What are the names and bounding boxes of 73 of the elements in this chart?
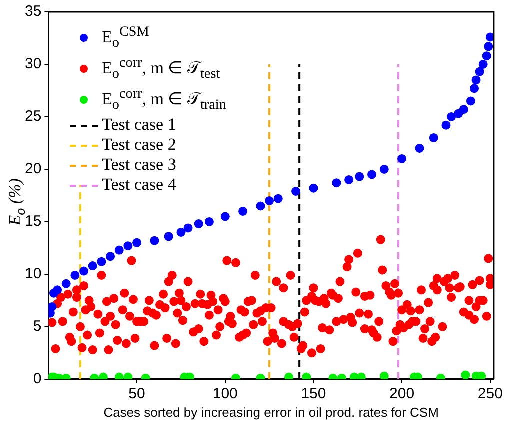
point <box>292 187 301 196</box>
point <box>256 202 266 211</box>
point <box>97 257 106 266</box>
point <box>194 220 204 229</box>
point <box>284 372 294 380</box>
point <box>459 105 468 114</box>
point <box>106 252 116 262</box>
point <box>98 372 108 380</box>
x-tick-label: 50 <box>128 386 146 403</box>
point <box>265 196 274 206</box>
point <box>429 133 438 142</box>
point <box>466 96 476 106</box>
point <box>332 178 342 188</box>
point <box>88 262 98 271</box>
point <box>475 67 484 76</box>
x-tick-label: 150 <box>301 386 326 403</box>
legend-label: Test case 1 <box>102 115 176 136</box>
point <box>472 76 481 85</box>
y-tick-label: 35 <box>24 3 42 20</box>
point <box>368 170 377 180</box>
y-tick-label: 0 <box>33 370 42 388</box>
legend-label: Test case 3 <box>102 155 176 176</box>
point <box>220 212 230 222</box>
point <box>484 42 494 52</box>
point <box>164 232 174 242</box>
legend-label: E$_{o}$$^{corr}$, m ∈ 𝒯$_{test}$ <box>102 54 220 84</box>
legend-label: Test case 2 <box>102 135 176 156</box>
y-tick-label: 25 <box>24 108 42 126</box>
point <box>309 184 318 193</box>
point <box>238 206 248 216</box>
point <box>470 84 480 94</box>
point <box>356 372 366 380</box>
point <box>124 242 133 251</box>
y-tick-label: 5 <box>33 318 42 336</box>
point <box>80 266 89 276</box>
point <box>461 370 470 380</box>
point <box>380 164 389 174</box>
point <box>477 372 486 380</box>
point <box>442 120 451 130</box>
point <box>274 194 283 204</box>
point <box>150 236 160 246</box>
point <box>415 144 424 153</box>
point <box>486 32 494 42</box>
point <box>176 228 186 237</box>
point <box>482 52 492 61</box>
x-tick-label: 250 <box>478 386 503 403</box>
point <box>380 372 389 380</box>
legend-label: Test case 4 <box>102 175 176 196</box>
y-tick-label: 10 <box>24 266 42 283</box>
point <box>355 172 364 182</box>
point <box>132 238 142 248</box>
y-tick-label: 20 <box>24 160 42 178</box>
point <box>53 286 62 295</box>
point <box>124 372 133 380</box>
point <box>398 154 407 164</box>
point <box>114 246 124 255</box>
x-axis-title: Cases sorted by increasing error in oil prod. rates for CSM <box>104 404 439 420</box>
x-tick-label: 200 <box>390 386 415 403</box>
point <box>114 372 124 380</box>
point <box>186 372 195 380</box>
point <box>62 279 71 288</box>
point <box>184 224 193 233</box>
point <box>413 372 422 380</box>
legend-label: E$_{o}$$^{corr}$, m ∈ 𝒯$_{train}$ <box>102 85 226 116</box>
y-tick-label: 30 <box>24 56 42 73</box>
point <box>204 217 214 226</box>
point <box>447 112 456 122</box>
x-tick-label: 100 <box>212 386 238 403</box>
point <box>478 60 488 69</box>
point <box>344 175 354 184</box>
point <box>302 372 312 380</box>
point <box>48 302 57 312</box>
point <box>70 270 80 280</box>
